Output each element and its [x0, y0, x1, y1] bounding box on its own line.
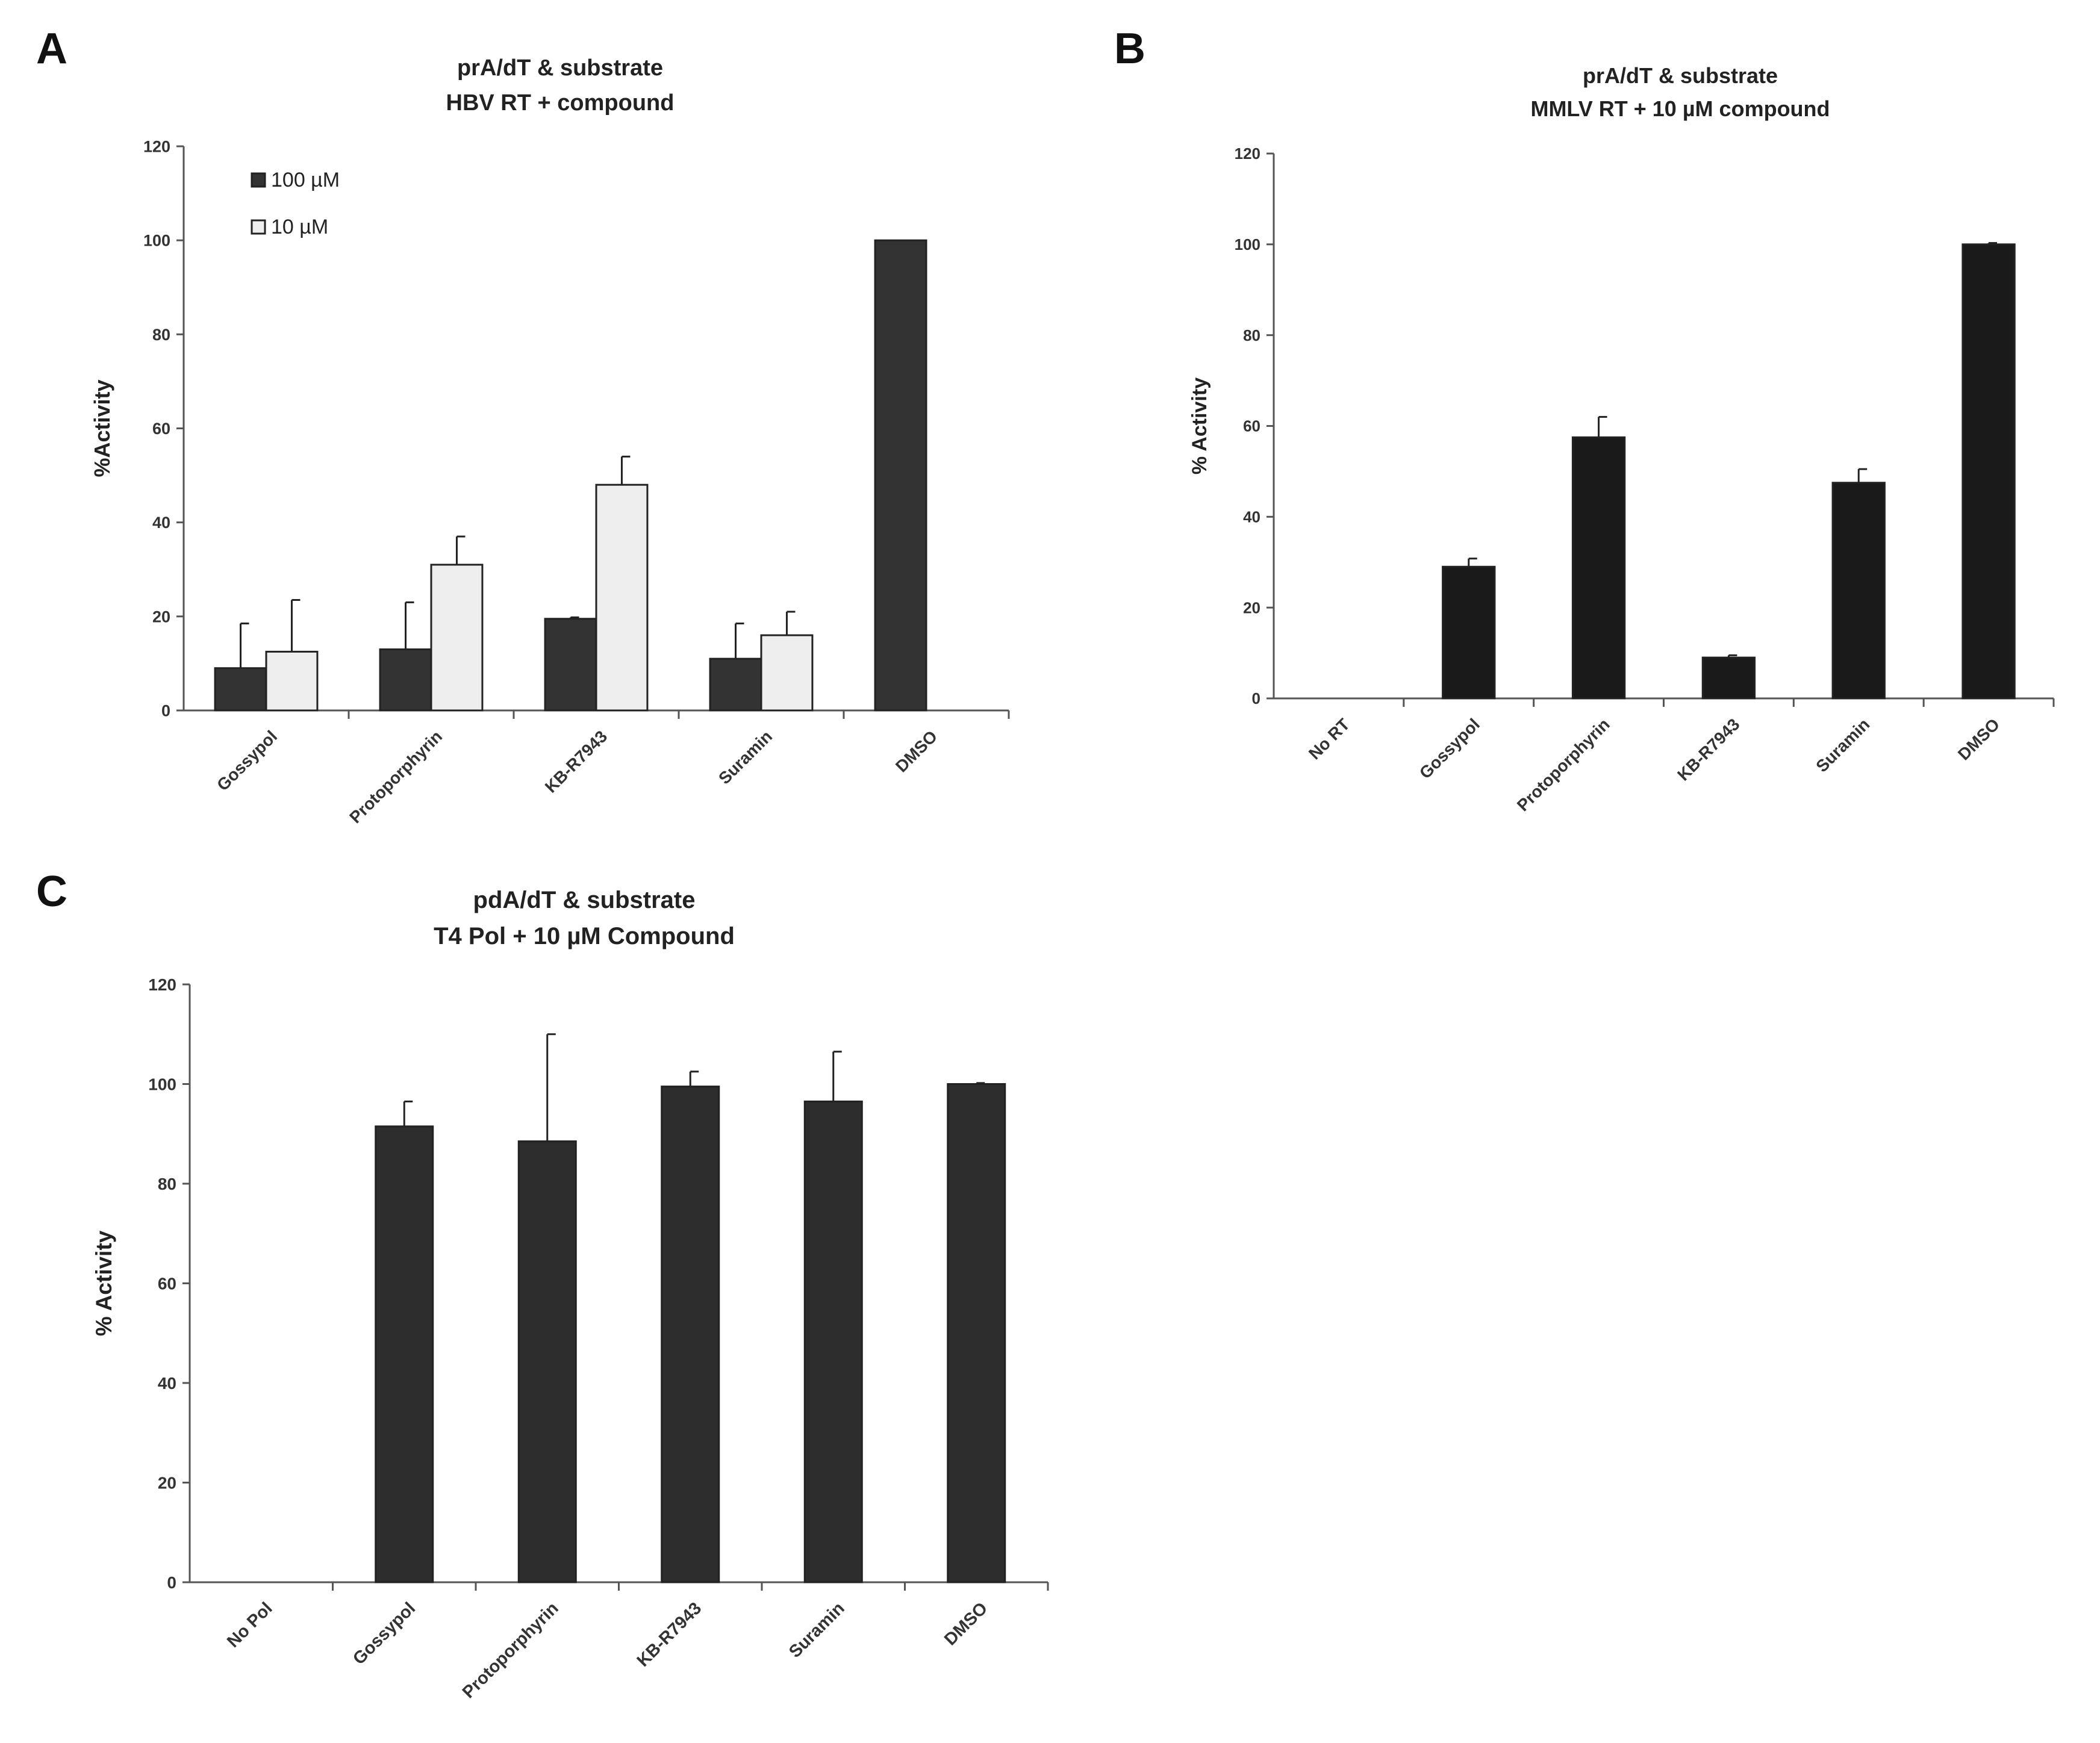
x-tick-label-c-dmso: DMSO — [941, 1599, 991, 1649]
bar-a-10-m-gossypol — [265, 650, 319, 712]
y-axis-label-b: % Activity — [1188, 377, 1211, 474]
x-tick-label-a-gossypol: Gossypol — [213, 727, 281, 794]
bar-c-10-m-compound-protoporphyrin — [517, 1140, 577, 1583]
x-tick-label-b-kb-r7943: KB-R7943 — [1674, 715, 1743, 784]
chart-title-b-1: MMLV RT + 10 µM compound — [1530, 96, 1830, 121]
y-tick-label-c-60: 60 — [158, 1274, 176, 1293]
y-tick-label-b-0: 0 — [1252, 689, 1260, 707]
bar-a-10-m-suramin — [760, 634, 814, 712]
bar-a-100-m-gossypol — [214, 667, 267, 712]
x-tick-label-b-no-rt: No RT — [1305, 715, 1353, 763]
y-axis-label-a: %Activity — [90, 379, 114, 477]
y-tick-label-c-120: 120 — [148, 975, 176, 994]
y-tick-label-a-80: 80 — [152, 326, 170, 344]
legend-swatch-10-m — [251, 219, 266, 235]
x-tick-label-b-suramin: Suramin — [1812, 715, 1873, 775]
bar-a-10-m-protoporphyrin — [430, 564, 484, 712]
chart-title-a-1: HBV RT + compound — [446, 90, 675, 116]
y-tick-label-b-20: 20 — [1243, 598, 1260, 617]
legend-label-10-m: 10 µM — [271, 216, 328, 238]
y-tick-label-a-20: 20 — [152, 607, 170, 626]
y-tick-label-b-120: 120 — [1235, 144, 1260, 163]
x-tick-label-c-protoporphyrin: Protoporphyrin — [459, 1599, 562, 1702]
x-tick-label-c-gossypol: Gossypol — [349, 1599, 419, 1668]
chart-panel-a: prA/dT & substrate HBV RT + compound 0 20 40… — [90, 55, 1010, 827]
x-tick-label-a-suramin: Suramin — [715, 727, 776, 788]
panel-letter-c: C — [36, 868, 67, 916]
x-tick-label-b-gossypol: Gossypol — [1416, 715, 1483, 782]
y-tick-label-b-100: 100 — [1235, 235, 1260, 253]
x-tick-label-c-suramin: Suramin — [785, 1599, 849, 1662]
x-tick-label-b-protoporphyrin: Protoporphyrin — [1513, 715, 1613, 815]
bar-c-10-m-compound-gossypol — [375, 1125, 434, 1583]
y-tick-label-c-80: 80 — [158, 1175, 176, 1193]
y-tick-label-a-100: 100 — [143, 232, 170, 250]
y-tick-label-c-40: 40 — [158, 1374, 176, 1393]
bar-a-100-m-dmso — [874, 239, 927, 712]
bar-b-10-m-compound-protoporphyrin — [1571, 436, 1626, 700]
bar-c-10-m-compound-suramin — [803, 1100, 863, 1583]
bar-c-10-m-compound-kb-r7943 — [661, 1086, 720, 1583]
bar-b-10-m-compound-suramin — [1831, 482, 1886, 700]
chart-panel-c: pdA/dT & substrate T4 Pol + 10 µM Compoun… — [92, 887, 1049, 1702]
bar-a-10-m-kb-r7943 — [595, 483, 649, 712]
chart-title-c-1: T4 Pol + 10 µM Compound — [434, 923, 735, 949]
y-tick-label-a-60: 60 — [152, 420, 170, 438]
bar-c-10-m-compound-dmso — [947, 1083, 1006, 1583]
bar-b-10-m-compound-dmso — [1961, 243, 2016, 700]
y-tick-label-b-40: 40 — [1243, 508, 1260, 526]
bar-a-100-m-protoporphyrin — [379, 648, 432, 712]
x-tick-label-a-kb-r7943: KB-R7943 — [541, 727, 611, 796]
y-tick-label-b-60: 60 — [1243, 417, 1260, 435]
x-tick-label-a-protoporphyrin: Protoporphyrin — [346, 727, 446, 827]
bar-a-100-m-suramin — [709, 657, 762, 712]
y-tick-label-c-100: 100 — [148, 1075, 176, 1093]
y-tick-label-c-20: 20 — [158, 1473, 176, 1492]
x-tick-label-a-dmso: DMSO — [892, 727, 941, 775]
bar-a-100-m-kb-r7943 — [544, 618, 597, 712]
y-tick-label-a-0: 0 — [161, 701, 170, 719]
chart-title-c-0: pdA/dT & substrate — [473, 887, 696, 913]
y-tick-label-a-120: 120 — [143, 137, 170, 155]
legend-label-100-m: 100 µM — [271, 169, 340, 191]
chart-panel-b: prA/dT & substrate MMLV RT + 10 µM compou… — [1188, 63, 2055, 815]
y-tick-label-c-0: 0 — [167, 1573, 176, 1592]
panel-letter-a: A — [36, 25, 67, 73]
bar-b-10-m-compound-gossypol — [1442, 565, 1496, 700]
chart-title-a-0: prA/dT & substrate — [457, 55, 663, 81]
legend-swatch-100-m — [251, 172, 266, 188]
y-axis-label-c: % Activity — [92, 1230, 116, 1336]
y-tick-label-b-80: 80 — [1243, 326, 1260, 344]
x-tick-label-b-dmso: DMSO — [1954, 715, 2003, 763]
panel-letter-b: B — [1114, 25, 1145, 73]
y-tick-label-a-40: 40 — [152, 514, 170, 532]
x-tick-label-c-no-pol: No Pol — [223, 1599, 276, 1651]
chart-title-b-0: prA/dT & substrate — [1583, 63, 1778, 88]
x-tick-label-c-kb-r7943: KB-R7943 — [634, 1599, 706, 1671]
bar-b-10-m-compound-kb-r7943 — [1701, 656, 1756, 700]
